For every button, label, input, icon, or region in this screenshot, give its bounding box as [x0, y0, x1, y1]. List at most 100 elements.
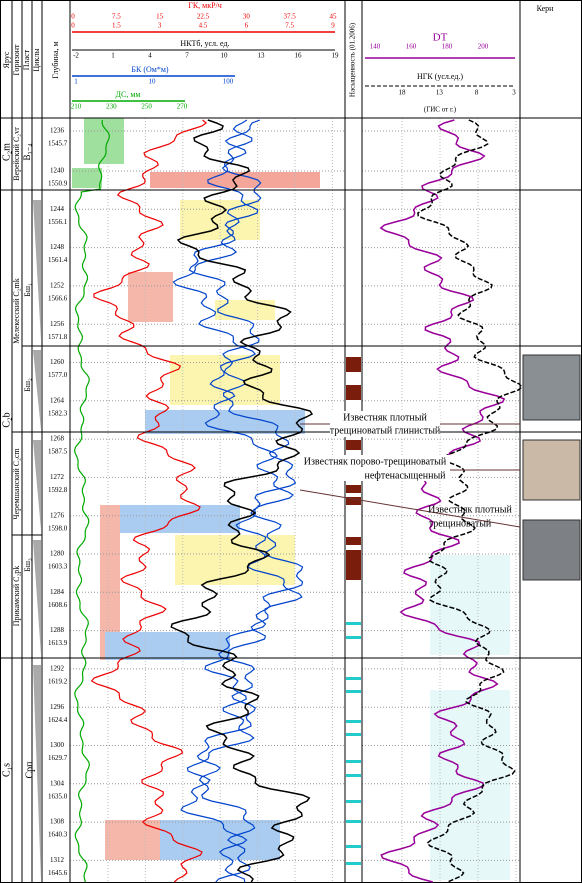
depth-label: 1613.9 — [48, 639, 68, 647]
depth-label: 1304 — [50, 779, 65, 787]
col-header: Ярус — [2, 51, 11, 68]
tick-label: 140 — [370, 43, 381, 51]
stage: C₁s — [1, 763, 12, 777]
log-curve — [188, 119, 304, 883]
horizon: Прикамский C₂pk — [12, 566, 21, 627]
band — [105, 632, 230, 660]
tick-label: 19 — [332, 52, 340, 60]
depth-label: 1635.0 — [48, 792, 68, 800]
depth-label: 1276 — [50, 511, 65, 519]
tick-label: 45 — [330, 13, 338, 21]
tick-label: 3 — [512, 89, 516, 97]
saturation-block — [346, 497, 361, 505]
depth-label: 1561.4 — [48, 256, 68, 264]
depth-label: 1582.3 — [48, 409, 68, 417]
tick-label: 230 — [106, 103, 117, 111]
saturation-header: Насыщенность (01.2006) — [349, 22, 357, 97]
tick-label: 8 — [475, 89, 479, 97]
tick-label: 9 — [331, 22, 335, 30]
depth-label: 1260 — [50, 358, 65, 366]
depth-label: 1268 — [50, 435, 65, 443]
cycle — [33, 350, 41, 430]
depth-label: 1312 — [50, 856, 65, 864]
annotation: нефтенасыщенный — [364, 470, 446, 481]
core-photo — [522, 439, 581, 501]
horizon: Мелекесский C₂mk — [12, 278, 21, 343]
core-photo — [522, 354, 581, 421]
tick-label: 18 — [399, 89, 407, 97]
stage: C₂m — [1, 143, 12, 161]
cycle — [33, 540, 41, 655]
bands — [72, 118, 510, 880]
gk-label: ГК, мкР/ч — [188, 1, 222, 10]
bk-label: БК (Ом*м) — [131, 65, 168, 74]
depth-label: 1550.9 — [48, 180, 68, 188]
bed: Бш₃ — [23, 558, 32, 572]
saturation-block — [346, 636, 361, 639]
tick-label: 180 — [442, 43, 453, 51]
saturation-block — [346, 440, 361, 450]
tick-label: 22.5 — [197, 13, 210, 21]
tick-label: 0 — [71, 13, 75, 21]
depth-label: 1240 — [50, 167, 65, 175]
depth-label: 1284 — [50, 588, 65, 596]
band — [150, 172, 320, 188]
band — [72, 168, 102, 188]
cycle — [33, 665, 41, 880]
tick-label: 270 — [177, 103, 188, 111]
depth-label: 1592.8 — [48, 486, 68, 494]
band — [84, 118, 124, 164]
band — [215, 300, 275, 320]
saturation-block — [346, 622, 361, 625]
depth-label: 1264 — [50, 396, 65, 404]
tick-label: 7.5 — [112, 13, 121, 21]
depth-label: 1577.0 — [48, 371, 68, 379]
depth-label: 1272 — [50, 473, 65, 481]
depth-label: 1624.4 — [48, 716, 68, 724]
depth-label: 1308 — [50, 818, 65, 826]
tick-label: 1 — [111, 52, 115, 60]
band — [105, 820, 160, 860]
depth-label: 1545.7 — [48, 140, 68, 148]
tick-label: 250 — [141, 103, 152, 111]
tick-label: 30 — [243, 13, 251, 21]
log-curve — [379, 119, 506, 883]
tick-label: 7 — [185, 52, 189, 60]
band — [128, 272, 173, 322]
band — [430, 555, 510, 655]
tick-label: 4.5 — [199, 22, 208, 30]
annotation-bg — [300, 455, 450, 481]
band — [110, 505, 240, 533]
log-curve — [170, 119, 314, 883]
log-curve — [90, 119, 208, 883]
tick-label: 13 — [258, 52, 266, 60]
saturation-block — [346, 733, 361, 736]
annotation: трещиноватый глинистый — [330, 425, 441, 436]
tick-label: -2 — [73, 52, 79, 60]
tick-label: 100 — [223, 78, 234, 86]
annotation-bg — [330, 411, 440, 437]
saturation-block — [346, 385, 361, 400]
col-header: Циклы — [32, 48, 41, 72]
tick-label: 0 — [71, 22, 75, 30]
band — [430, 690, 510, 880]
horizon: Черемшанский C₂cm — [12, 448, 21, 520]
depth-label: 1256 — [50, 320, 65, 328]
band — [100, 505, 120, 660]
log-curve — [73, 119, 110, 883]
core-photo — [522, 519, 581, 581]
ngk-note: (ГИС от г.) — [424, 106, 457, 114]
annotation: трещиноватый — [429, 518, 492, 529]
log-curve — [172, 119, 303, 883]
depth-label: 1288 — [50, 626, 65, 634]
tick-label: 1 — [74, 78, 78, 86]
depth-label: 1619.2 — [48, 678, 68, 686]
tick-label: 15 — [156, 13, 164, 21]
saturation-block — [346, 800, 361, 803]
tick-label: 6 — [245, 22, 249, 30]
bed: Бш₁ — [23, 283, 32, 297]
depth-label: 1252 — [50, 282, 65, 290]
depth-label: 1603.3 — [48, 563, 68, 571]
depth-label: 1236 — [50, 127, 65, 135]
